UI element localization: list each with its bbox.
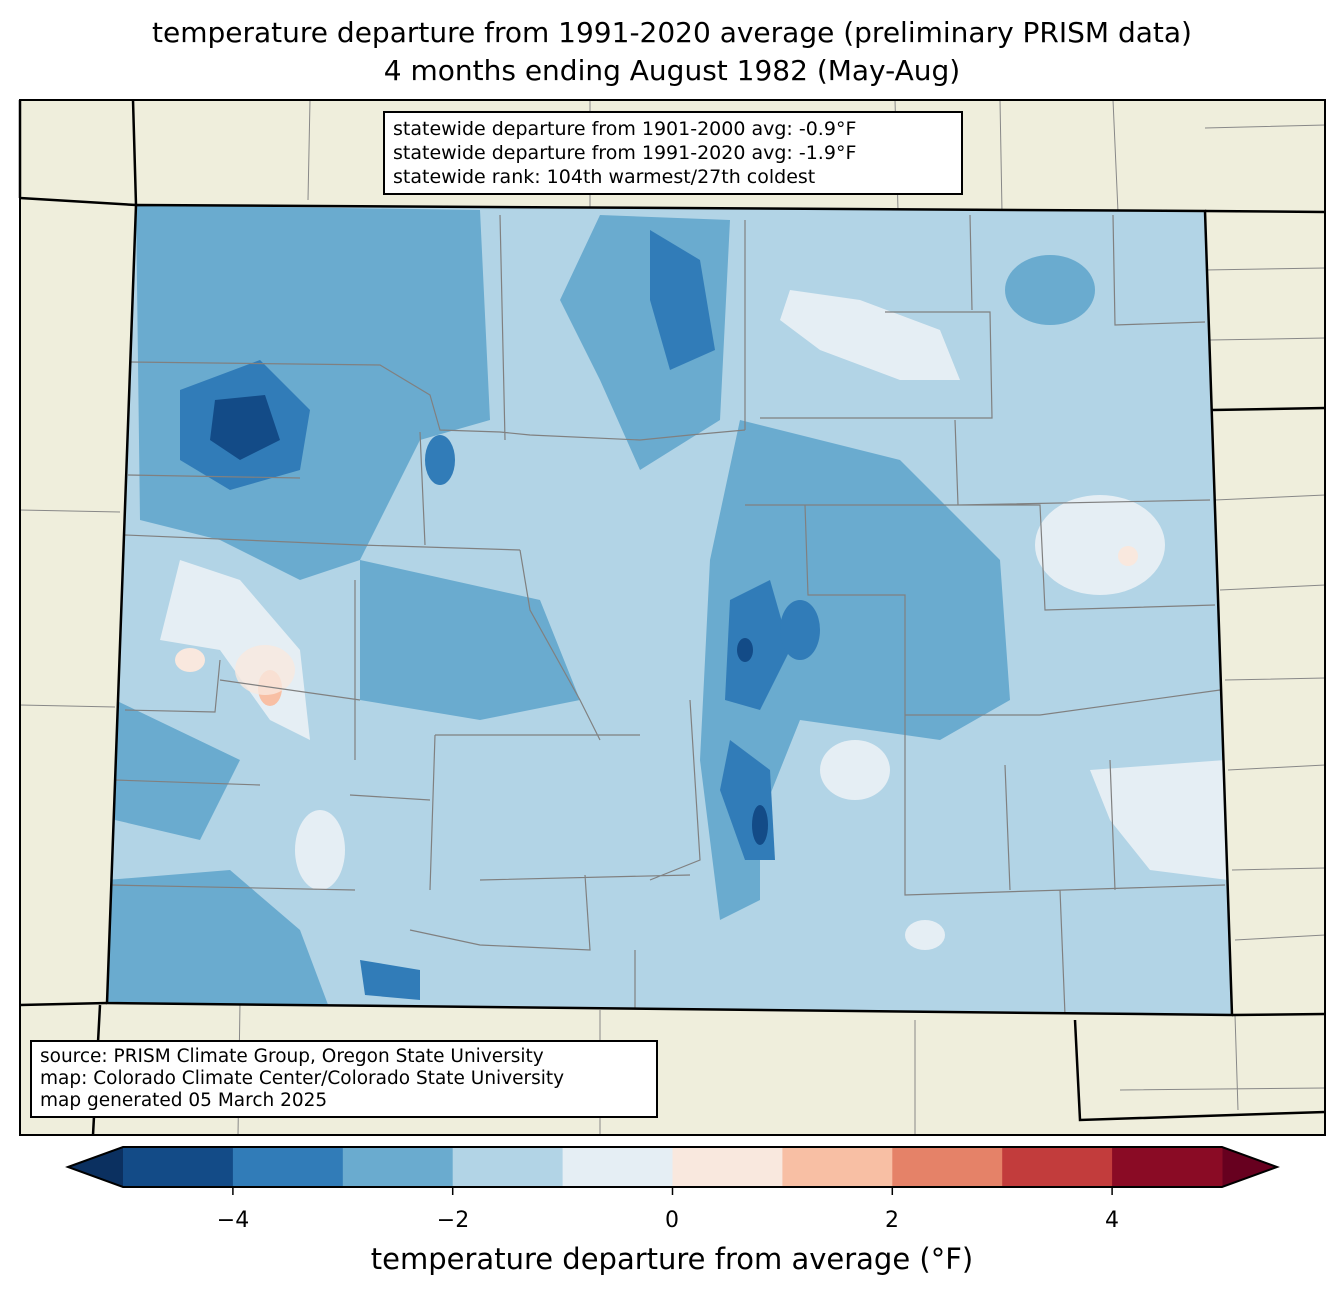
map-credit-line: map: Colorado Climate Center/Colorado St… (40, 1068, 565, 1089)
colorbar-segment (782, 1147, 893, 1187)
colorbar-segment (452, 1147, 564, 1187)
colorbar-tick-label: 0 (665, 1208, 679, 1233)
source-line: source: PRISM Climate Group, Oregon Stat… (40, 1046, 544, 1067)
colorbar-outline (65, 1146, 1280, 1188)
colorbar (65, 1146, 1280, 1195)
colorbar-segment (1112, 1147, 1223, 1187)
map-frame (19, 99, 1326, 1136)
colorbar-segment (562, 1147, 673, 1187)
colorbar-segment (123, 1147, 234, 1187)
statewide-stats-box: statewide departure from 1901-2000 avg: … (383, 111, 963, 195)
colorbar-over-arrow (1222, 1147, 1277, 1187)
colorbar-tick-label: −2 (436, 1208, 470, 1233)
county-boundaries (109, 214, 1226, 1015)
colorbar-tick-label: 4 (1105, 1208, 1119, 1233)
colorbar-segment (342, 1147, 454, 1187)
colorbar-label: temperature departure from average (°F) (370, 1242, 974, 1276)
colorbar-tick-label: 2 (885, 1208, 899, 1233)
colorbar-segment (892, 1147, 1003, 1187)
colorbar-segment (232, 1147, 344, 1187)
colorbar-under-arrow (68, 1147, 123, 1187)
source-box: source: PRISM Climate Group, Oregon Stat… (30, 1040, 658, 1118)
generated-date-line: map generated 05 March 2025 (40, 1090, 328, 1111)
colorbar-tick-label: −4 (216, 1208, 250, 1233)
stats-rank: statewide rank: 104th warmest/27th colde… (393, 166, 816, 188)
colorbar-segment (1002, 1147, 1113, 1187)
stats-departure-1991-2020: statewide departure from 1991-2020 avg: … (393, 142, 857, 164)
title-line-2: 4 months ending August 1982 (May-Aug) (383, 54, 961, 87)
title-line-1: temperature departure from 1991-2020 ave… (152, 16, 1192, 49)
colorbar-segment (672, 1147, 783, 1187)
temperature-field (107, 205, 1232, 1015)
stats-departure-1901-2000: statewide departure from 1901-2000 avg: … (393, 118, 857, 140)
